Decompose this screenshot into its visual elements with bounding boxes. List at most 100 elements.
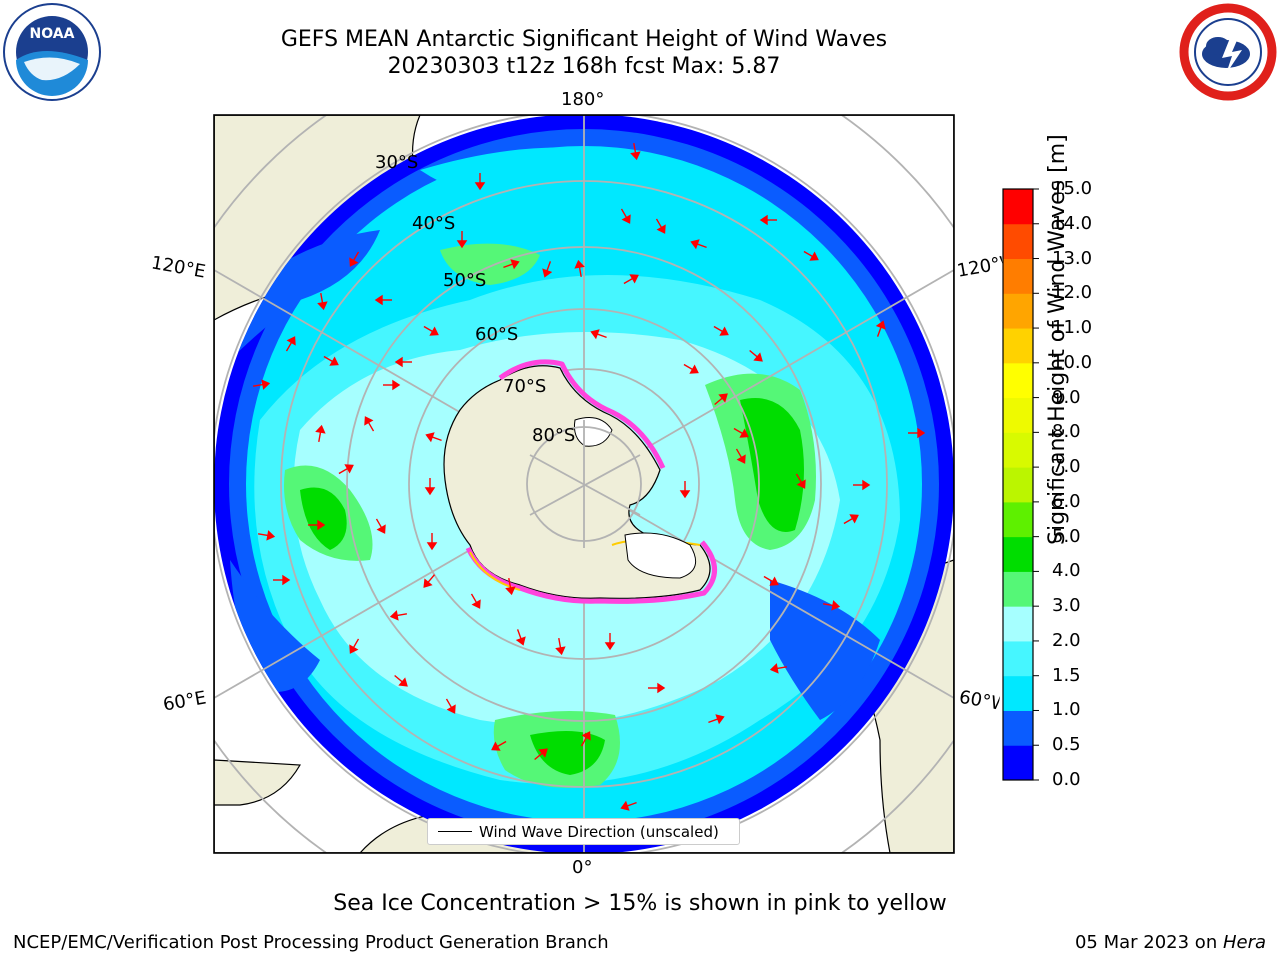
- colorbar-tick-label: 12.0: [1052, 282, 1093, 304]
- colorbar-swatch: [1003, 675, 1033, 711]
- wave-arrow: [822, 600, 841, 611]
- wave-arrow: [445, 698, 456, 714]
- wave-arrow: [308, 519, 326, 531]
- colorbar: [1002, 188, 1039, 781]
- colorbar-swatch: [1003, 189, 1033, 225]
- colorbar-swatch: [1003, 467, 1033, 503]
- wave-arrow: [749, 349, 763, 362]
- footer-date: 05 Mar 2023 on Hera: [1075, 932, 1266, 953]
- footer-date-text: 05 Mar 2023 on: [1074, 932, 1223, 953]
- colorbar-tick-label: 11.0: [1052, 317, 1093, 339]
- colorbar-tick-label: 10.0: [1052, 351, 1093, 373]
- wave-arrow: [374, 294, 392, 306]
- wave-arrow: [389, 610, 408, 621]
- colorbar-tick-label: 3.0: [1052, 595, 1081, 617]
- wave-arrow: [505, 577, 516, 596]
- wave-arrow: [349, 638, 360, 654]
- wave-arrow: [713, 325, 729, 336]
- wave-arrow: [317, 292, 328, 311]
- wave-arrow: [424, 478, 436, 496]
- wave-arrow: [655, 218, 666, 234]
- wave-arrow: [364, 416, 375, 432]
- colorbar-tick-label: 5.0: [1052, 525, 1081, 547]
- wave-arrow: [426, 533, 438, 551]
- colorbar-tick-label: 13.0: [1052, 247, 1093, 269]
- wave-arrow: [474, 173, 486, 191]
- colorbar-frame: [1002, 188, 1034, 781]
- wave-arrow: [423, 325, 439, 336]
- colorbar-tick-label: 8.0: [1052, 421, 1081, 443]
- wave-arrow: [338, 464, 354, 475]
- lat-label-80s: 80°S: [532, 425, 576, 446]
- wave-arrow: [630, 142, 641, 161]
- wave-arrow: [580, 731, 591, 747]
- wave-arrow: [769, 663, 788, 674]
- chart-subtitle: 20230303 t12z 168h fcst Max: 5.87: [387, 54, 781, 79]
- national-weather-service-logo: [1179, 3, 1277, 101]
- lat-label-60s: 60°S: [475, 324, 519, 345]
- wave-arrow: [394, 356, 412, 368]
- colorbar-tick-label: 4.0: [1052, 560, 1081, 582]
- wave-arrow: [503, 259, 520, 270]
- legend-line-sample: [438, 831, 472, 832]
- colorbar-swatch: [1003, 397, 1033, 433]
- colorbar-swatch: [1003, 501, 1033, 538]
- chart-title: GEFS MEAN Antarctic Significant Height o…: [280, 27, 888, 52]
- colorbar-swatch: [1003, 745, 1033, 781]
- wave-arrow: [690, 239, 707, 250]
- wave-arrow: [733, 427, 749, 438]
- wave-arrow: [853, 479, 871, 491]
- wave-arrow: [375, 518, 386, 534]
- wave-arrow: [383, 379, 401, 391]
- wave-arrow: [323, 355, 339, 366]
- colorbar-tick-label: 1.5: [1052, 664, 1081, 686]
- lat-label-40s: 40°S: [412, 213, 456, 234]
- wave-arrow: [590, 329, 607, 340]
- colorbar-tick-label: 7.0: [1052, 456, 1081, 478]
- sea-ice-caption: Sea Ice Concentration > 15% is shown in …: [333, 891, 947, 916]
- colorbar-swatch: [1003, 293, 1033, 329]
- wave-arrow: [708, 714, 725, 725]
- wind-wave-arrows: [252, 142, 926, 811]
- wave-arrow: [908, 427, 926, 439]
- wave-arrow: [679, 481, 691, 499]
- wave-arrow: [843, 514, 859, 525]
- wave-arrow: [456, 231, 468, 249]
- wave-arrow: [491, 740, 507, 751]
- wave-arrow: [425, 432, 442, 443]
- svg-text:NOAA: NOAA: [30, 26, 75, 42]
- wave-arrow: [735, 448, 746, 464]
- noaa-logo: NOAA: [3, 3, 101, 101]
- wave-arrow: [394, 674, 408, 687]
- map-legend: Wind Wave Direction (unscaled): [427, 818, 740, 845]
- wave-arrow: [623, 274, 639, 285]
- wave-arrow: [257, 530, 276, 541]
- wave-arrow: [515, 629, 526, 646]
- colorbar-tick-label: 0.5: [1052, 734, 1081, 756]
- colorbar-tick-label: 14.0: [1052, 212, 1093, 234]
- lon-label-0: 0°: [572, 857, 593, 878]
- wave-arrow: [620, 208, 631, 224]
- colorbar-swatch: [1003, 432, 1033, 468]
- wave-arrow: [315, 424, 326, 443]
- wave-arrow: [714, 393, 728, 406]
- colorbar-swatch: [1003, 606, 1033, 642]
- colorbar-swatch: [1003, 328, 1033, 364]
- colorbar-tick-label: 9.0: [1052, 386, 1081, 408]
- wave-arrow: [534, 748, 548, 761]
- colorbar-tick-label: 15.0: [1052, 178, 1093, 199]
- colorbar-swatch: [1003, 710, 1033, 746]
- wave-arrow: [349, 251, 360, 267]
- lat-label-50s: 50°S: [443, 270, 487, 291]
- footer-host: Hera: [1222, 932, 1266, 953]
- colorbar-tick-label: 1.0: [1052, 699, 1081, 721]
- wave-arrow: [875, 320, 886, 337]
- wave-arrow: [683, 363, 699, 374]
- wave-arrow: [423, 574, 436, 588]
- colorbar-label: Significant Height of Wind Waves [m]: [1045, 134, 1070, 545]
- colorbar-swatch: [1003, 536, 1033, 572]
- wave-arrow: [470, 593, 481, 609]
- lon-label-180: 180°: [561, 89, 605, 110]
- colorbar-swatch: [1003, 571, 1033, 607]
